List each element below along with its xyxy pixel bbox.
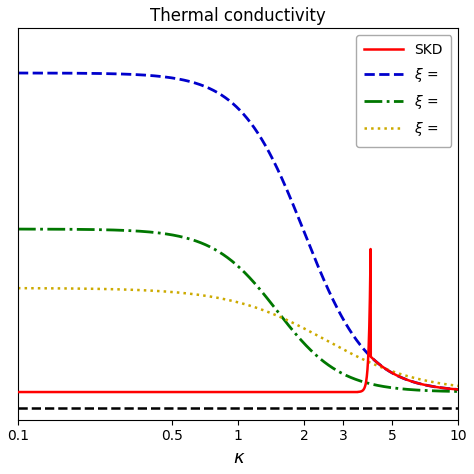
$\xi$ =	[377, 364, 383, 370]
$\xi$ =	[377, 362, 383, 368]
$\xi$ =	[301, 229, 307, 235]
$\xi$ =	[15, 70, 21, 76]
$\xi$ =	[456, 387, 461, 392]
$\xi$ =	[95, 71, 101, 76]
$\xi$ =	[377, 383, 383, 389]
$\xi$ =	[301, 341, 307, 346]
$\xi$ =	[95, 227, 101, 232]
$\xi$ =	[183, 291, 189, 296]
SKD	[377, 362, 383, 368]
Line: SKD: SKD	[18, 249, 458, 392]
$\xi$ =	[456, 389, 461, 394]
Line: $\xi$ =: $\xi$ =	[18, 288, 458, 386]
$\xi$ =	[279, 315, 285, 320]
$\xi$ =	[95, 286, 101, 292]
$\xi$ =	[279, 176, 285, 182]
SKD	[279, 389, 285, 395]
$\xi$ =	[183, 78, 189, 83]
$\xi$ =	[344, 373, 349, 378]
SKD	[368, 246, 374, 252]
SKD	[301, 389, 307, 395]
$\xi$ =	[279, 314, 285, 320]
$\xi$ =	[15, 285, 21, 291]
SKD	[456, 387, 461, 392]
$\xi$ =	[301, 326, 307, 331]
$\xi$ =	[183, 235, 189, 241]
SKD	[95, 389, 101, 395]
$\xi$ =	[15, 226, 21, 232]
$\xi$ =	[456, 383, 461, 389]
SKD	[183, 389, 189, 395]
X-axis label: κ: κ	[233, 449, 244, 467]
Line: $\xi$ =: $\xi$ =	[18, 229, 458, 392]
SKD	[15, 389, 21, 395]
SKD	[344, 389, 349, 395]
Title: Thermal conductivity: Thermal conductivity	[150, 7, 326, 25]
Line: $\xi$ =: $\xi$ =	[18, 73, 458, 390]
$\xi$ =	[344, 348, 349, 354]
Legend: SKD, $\xi$ =, $\xi$ =, $\xi$ =: SKD, $\xi$ =, $\xi$ =, $\xi$ =	[356, 35, 451, 146]
$\xi$ =	[344, 322, 349, 328]
